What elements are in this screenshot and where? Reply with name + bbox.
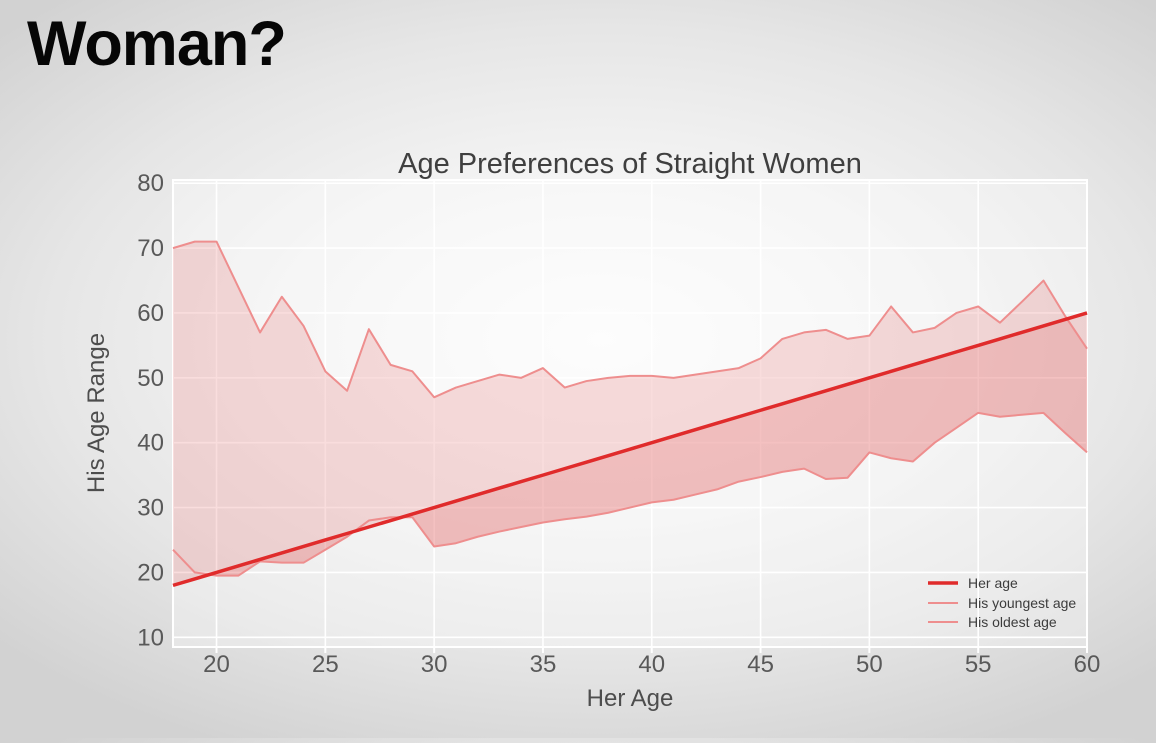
series-lines xyxy=(172,240,1088,588)
legend-label-her-age: Her age xyxy=(968,575,1018,591)
x-tick-label: 35 xyxy=(530,651,557,678)
chart-title: Age Preferences of Straight Women xyxy=(398,148,862,180)
x-tick-label: 25 xyxy=(312,651,339,678)
y-tick-label: 60 xyxy=(137,300,164,327)
legend-item-her-age: Her age xyxy=(928,575,1018,591)
y-tick-label: 70 xyxy=(137,235,164,262)
x-tick-label: 40 xyxy=(638,651,665,678)
y-tick-label: 80 xyxy=(137,170,164,197)
legend-label-his-youngest-age: His youngest age xyxy=(968,595,1076,611)
y-tick-label: 30 xyxy=(137,495,164,522)
y-tick-label: 40 xyxy=(137,430,164,457)
y-tick-labels: 10 20 30 40 50 60 70 80 xyxy=(137,170,164,651)
slide-heading: Woman? xyxy=(27,9,287,79)
x-tick-label: 55 xyxy=(965,651,992,678)
y-tick-label: 50 xyxy=(137,365,164,392)
legend-label-his-oldest-age: His oldest age xyxy=(968,614,1057,630)
line-his-oldest-age xyxy=(172,240,1088,399)
x-axis-label: Her Age xyxy=(587,685,674,712)
y-axis-label: His Age Range xyxy=(83,333,110,493)
y-tick-label: 20 xyxy=(137,559,164,586)
x-tick-label: 20 xyxy=(203,651,230,678)
line-his-youngest-age xyxy=(172,411,1088,577)
line-her-age xyxy=(172,311,1088,588)
fill-between-his-youngest-age-and-his-oldest-age xyxy=(173,241,1087,576)
x-tick-labels: 20 25 30 35 40 45 50 55 60 xyxy=(203,651,1100,678)
x-tick-label: 45 xyxy=(747,651,774,678)
x-tick-label: 30 xyxy=(421,651,448,678)
legend-item-his-oldest-age: His oldest age xyxy=(928,614,1057,630)
x-tick-label: 60 xyxy=(1074,651,1101,678)
legend-item-his-youngest-age: His youngest age xyxy=(928,595,1076,611)
legend: Her age His youngest age His oldest age xyxy=(928,575,1076,630)
y-tick-label: 10 xyxy=(137,624,164,651)
x-tick-label: 50 xyxy=(856,651,883,678)
